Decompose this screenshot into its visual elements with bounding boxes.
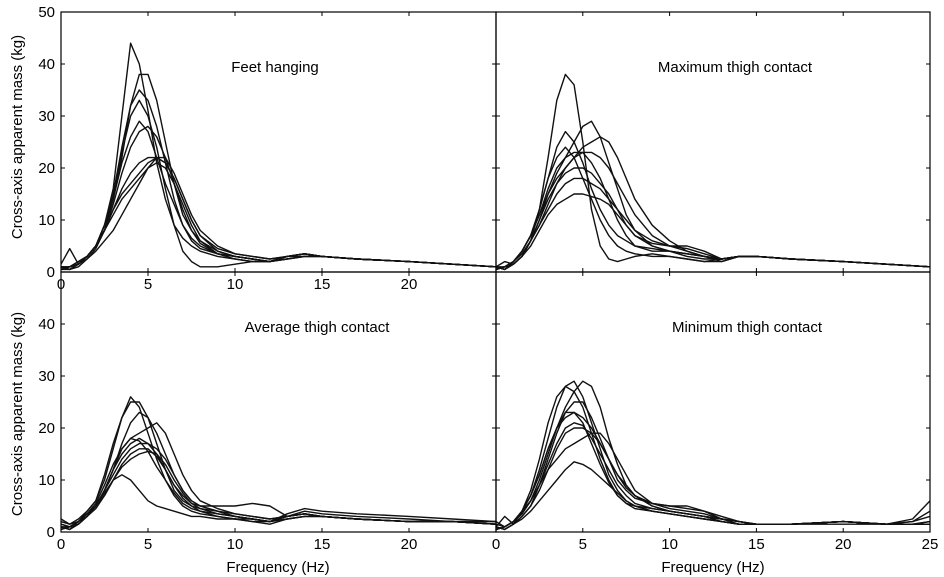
panel-4: 5 10 15 20 25 Minimum thigh contact [495,271,939,553]
y-tick-label-1-4: 40 [38,56,55,73]
y-axis-label-top: Cross-axis apparent mass (kg) [9,35,26,239]
series-line-3-5 [61,442,496,531]
series-line-4-9 [496,432,930,528]
y-tick-label-1-2: 20 [38,160,55,177]
x-tick-label-1-2: 10 [227,276,244,293]
x-tick-label-4-1: 5 [579,536,587,553]
series-line-4-10 [496,411,930,531]
x-tick-label-4-3: 15 [748,536,765,553]
y-tick-label-3-2: 20 [38,420,55,437]
panel-frame-2 [495,11,931,273]
panel-title-3: Average thigh contact [245,319,391,336]
series-group-1 [61,42,496,271]
series-line-1-7 [61,156,496,271]
series-line-2-7 [496,167,930,271]
x-tick-label-1-1: 5 [144,276,152,293]
y-tick-label-3-0: 0 [47,524,55,541]
series-line-2-10 [496,146,930,271]
x-tick-label-4-4: 20 [835,536,852,553]
series-line-3-9 [61,448,496,531]
x-tick-label-4-5: 25 [922,536,939,553]
x-axis-label-left: Frequency (Hz) [226,559,329,576]
series-line-1-9 [61,162,496,271]
series-line-3-2 [61,401,496,528]
series-line-3-8 [61,474,496,525]
series-line-3-1 [61,396,496,525]
y-tick-label-3-4: 40 [38,316,55,333]
series-line-1-2 [61,73,496,268]
panel-frame-1 [60,11,497,273]
series-line-4-3 [496,380,930,531]
series-line-2-3 [496,151,930,271]
panel-title-1: Feet hanging [231,59,319,76]
y-tick-label-1-0: 0 [47,264,55,281]
x-tick-label-3-1: 5 [144,536,152,553]
series-line-2-9 [496,193,930,271]
series-line-2-4 [496,120,930,271]
series-group-4 [496,380,930,531]
y-tick-label-1-5: 50 [38,4,55,21]
y-axis-label-bottom: Cross-axis apparent mass (kg) [9,312,26,516]
y-tick-label-1-1: 10 [38,212,55,229]
x-tick-label-3-5: 0 [492,536,500,553]
series-line-3-6 [61,437,496,531]
series-line-1-8 [61,156,496,271]
panel-2: Maximum thigh contact [495,11,931,273]
x-tick-label-3-0: 0 [57,536,65,553]
x-tick-label-3-3: 15 [314,536,331,553]
series-line-4-1 [496,385,930,528]
y-tick-label-3-1: 10 [38,472,55,489]
series-line-3-7 [61,450,496,528]
y-tick-label-3-3: 30 [38,368,55,385]
x-tick-label-1-4: 20 [401,276,418,293]
x-tick-label-4-2: 10 [661,536,678,553]
series-line-2-8 [496,177,930,271]
series-group-3 [61,396,496,531]
series-group-2 [496,73,930,271]
y-tick-label-1-3: 30 [38,108,55,125]
x-tick-label-3-4: 20 [401,536,418,553]
x-tick-label-1-3: 15 [314,276,331,293]
panel-title-2: Maximum thigh contact [658,59,813,76]
panel-frame-3 [60,271,497,533]
series-line-2-1 [496,73,930,268]
x-axis-label-right: Frequency (Hz) [661,559,764,576]
panel-title-4: Minimum thigh contact [672,319,823,336]
panel-frame-4 [495,271,931,533]
x-tick-label-3-2: 10 [227,536,244,553]
series-line-1-10 [61,125,496,271]
series-line-1-5 [61,120,496,271]
series-line-2-6 [496,151,930,268]
series-line-1-1 [61,42,496,268]
series-line-3-10 [61,437,496,531]
series-line-1-6 [61,156,496,268]
series-line-2-5 [496,136,930,271]
series-line-4-5 [496,411,930,531]
